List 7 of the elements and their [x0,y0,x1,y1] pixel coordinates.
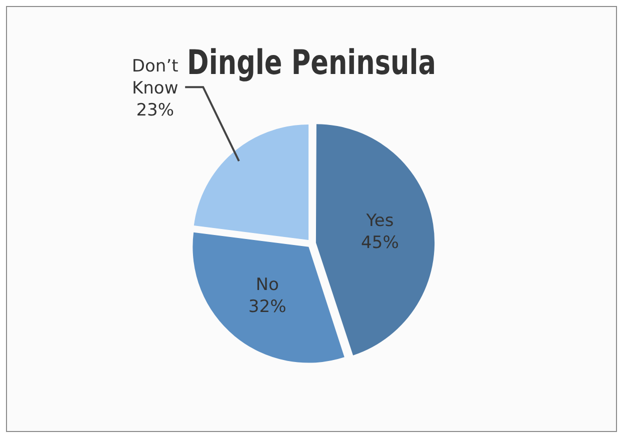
slice-label: Don’t Know [132,56,179,99]
slice-label: No [256,275,279,296]
data-label: 23% [136,100,174,121]
data-label: 32% [248,297,286,318]
slice-label: Yes [365,210,394,231]
chart-title: Dingle Peninsula [187,44,436,84]
data-label: 45% [361,232,399,253]
